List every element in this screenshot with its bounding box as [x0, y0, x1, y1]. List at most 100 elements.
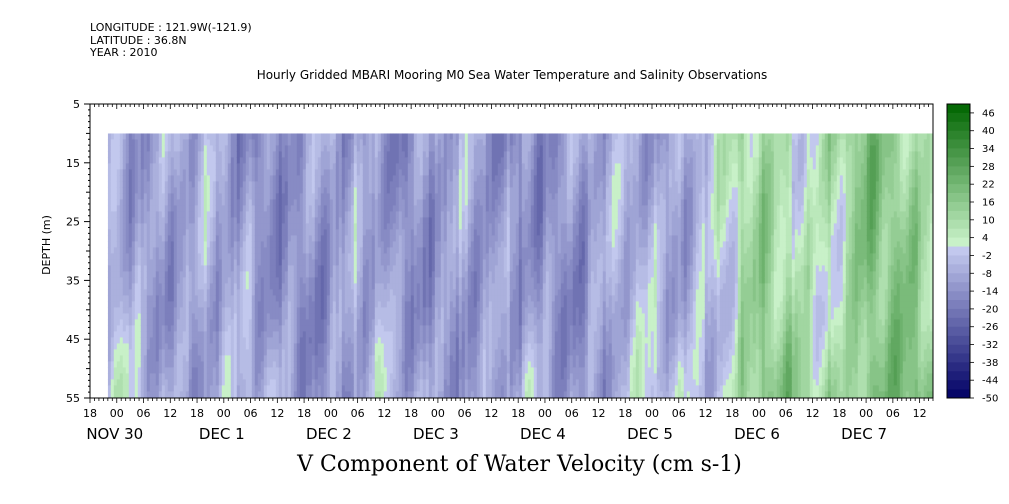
heatmap-cell: [296, 385, 301, 392]
heatmap-cell: [263, 217, 268, 224]
heatmap-cell: [302, 283, 307, 290]
heatmap-cell: [134, 289, 139, 296]
heatmap-cell: [182, 361, 187, 368]
heatmap-cell: [329, 385, 334, 392]
heatmap-cell: [239, 247, 244, 254]
heatmap-cell: [281, 187, 286, 194]
heatmap-cell: [218, 217, 223, 224]
heatmap-cell: [254, 259, 259, 266]
heatmap-cell: [287, 133, 292, 140]
heatmap-cell: [191, 319, 196, 326]
heatmap-cell: [218, 271, 223, 278]
heatmap-cell: [155, 265, 160, 272]
heatmap-cell: [236, 259, 241, 266]
heatmap-cell: [326, 187, 331, 194]
heatmap-cell: [164, 211, 169, 218]
heatmap-cell: [287, 355, 292, 362]
heatmap-cell: [347, 217, 352, 224]
heatmap-cell: [188, 217, 193, 224]
heatmap-cell: [275, 229, 280, 236]
heatmap-cell: [299, 181, 304, 188]
heatmap-cell: [257, 199, 262, 206]
heatmap-cell: [191, 295, 196, 302]
heatmap-cell: [113, 319, 118, 326]
heatmap-cell: [113, 361, 118, 368]
heatmap-cell: [146, 253, 151, 260]
heatmap-cell: [275, 217, 280, 224]
heatmap-cell: [182, 367, 187, 374]
heatmap-cell: [320, 373, 325, 380]
heatmap-cell: [344, 199, 349, 206]
heatmap-cell: [248, 379, 253, 386]
heatmap-cell: [302, 187, 307, 194]
heatmap-cell: [128, 337, 133, 344]
heatmap-cell: [338, 265, 343, 272]
heatmap-cell: [314, 349, 319, 356]
heatmap-cell: [125, 205, 130, 212]
heatmap-cell: [176, 139, 181, 146]
heatmap-cell: [188, 193, 193, 200]
heatmap-cell: [176, 295, 181, 302]
heatmap-cell: [227, 247, 232, 254]
heatmap-cell: [212, 289, 217, 296]
heatmap-cell: [137, 169, 142, 176]
heatmap-cell: [149, 241, 154, 248]
heatmap-cell: [113, 169, 118, 176]
heatmap-cell: [113, 283, 118, 290]
heatmap-cell: [182, 331, 187, 338]
heatmap-cell: [239, 157, 244, 164]
heatmap-cell: [257, 193, 262, 200]
heatmap-cell: [128, 277, 133, 284]
heatmap-cell: [188, 229, 193, 236]
heatmap-cell: [110, 229, 115, 236]
heatmap-cell: [332, 325, 337, 332]
heatmap-cell: [281, 337, 286, 344]
heatmap-cell: [107, 151, 112, 158]
heatmap-cell: [251, 259, 256, 266]
heatmap-cell: [146, 373, 151, 380]
heatmap-cell: [293, 139, 298, 146]
heatmap-cell: [272, 169, 277, 176]
heatmap-cell: [344, 361, 349, 368]
heatmap-cell: [140, 247, 145, 254]
heatmap-cell: [185, 205, 190, 212]
heatmap-cell: [206, 259, 211, 266]
heatmap-cell: [299, 343, 304, 350]
heatmap-cell: [209, 217, 214, 224]
heatmap-cell: [128, 367, 133, 374]
heatmap-cell: [332, 193, 337, 200]
heatmap-cell: [326, 259, 331, 266]
heatmap-cell: [320, 193, 325, 200]
heatmap-cell: [218, 199, 223, 206]
heatmap-cell: [287, 259, 292, 266]
heatmap-cell: [353, 175, 358, 182]
heatmap-cell: [272, 391, 277, 398]
heatmap-cell: [134, 349, 139, 356]
heatmap-cell: [329, 373, 334, 380]
heatmap-cell: [323, 349, 328, 356]
heatmap-cell: [164, 289, 169, 296]
heatmap-cell: [254, 193, 259, 200]
heatmap-cell: [194, 349, 199, 356]
heatmap-cell: [161, 373, 166, 380]
heatmap-cell: [287, 337, 292, 344]
heatmap-cell: [248, 355, 253, 362]
heatmap-cell: [266, 271, 271, 278]
heatmap-cell: [209, 337, 214, 344]
heatmap-cell: [269, 289, 274, 296]
heatmap-cell: [149, 169, 154, 176]
heatmap-cell: [227, 205, 232, 212]
heatmap-cell: [194, 217, 199, 224]
heatmap-cell: [167, 217, 172, 224]
heatmap-cell: [194, 301, 199, 308]
heatmap-cell: [299, 199, 304, 206]
heatmap-cell: [161, 145, 166, 152]
heatmap-cell: [176, 283, 181, 290]
heatmap-cell: [227, 163, 232, 170]
heatmap-cell: [185, 229, 190, 236]
heatmap-cell: [149, 151, 154, 158]
heatmap-cell: [155, 373, 160, 380]
heatmap-cell: [203, 175, 208, 182]
heatmap-cell: [287, 373, 292, 380]
heatmap-cell: [329, 169, 334, 176]
